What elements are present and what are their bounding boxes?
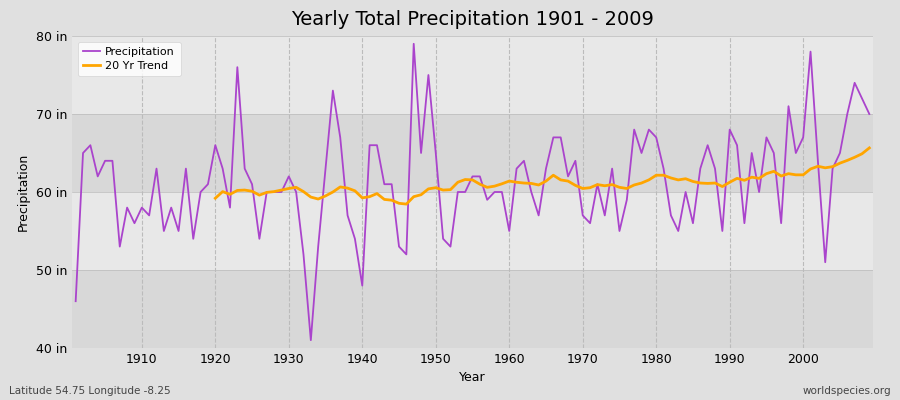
Precipitation [70,299,81,304]
Precipitation [518,158,529,163]
20 Yr Trend [864,146,875,150]
Precipitation [864,112,875,116]
Text: Latitude 54.75 Longitude -8.25: Latitude 54.75 Longitude -8.25 [9,386,171,396]
Legend: Precipitation, 20 Yr Trend: Precipitation, 20 Yr Trend [77,42,181,76]
Bar [72,192,873,270]
Line: 20 Yr Trend: 20 Yr Trend [215,148,869,204]
Precipitation [607,166,617,171]
Bar [72,270,873,348]
Precipitation [129,221,140,226]
20 Yr Trend [210,196,220,201]
Bar [72,36,873,114]
20 Yr Trend [401,202,412,206]
Bar [72,114,873,192]
Line: Precipitation: Precipitation [76,44,869,340]
20 Yr Trend [842,158,852,163]
Title: Yearly Total Precipitation 1901 - 2009: Yearly Total Precipitation 1901 - 2009 [291,10,654,29]
20 Yr Trend [416,192,427,197]
20 Yr Trend [776,174,787,178]
Text: worldspecies.org: worldspecies.org [803,386,891,396]
Y-axis label: Precipitation: Precipitation [17,153,31,231]
20 Yr Trend [761,171,772,176]
X-axis label: Year: Year [459,372,486,384]
Precipitation [342,213,353,218]
Precipitation [291,190,302,194]
Precipitation [409,41,419,46]
20 Yr Trend [298,189,309,194]
20 Yr Trend [673,178,684,182]
Precipitation [511,166,522,171]
Precipitation [305,338,316,342]
